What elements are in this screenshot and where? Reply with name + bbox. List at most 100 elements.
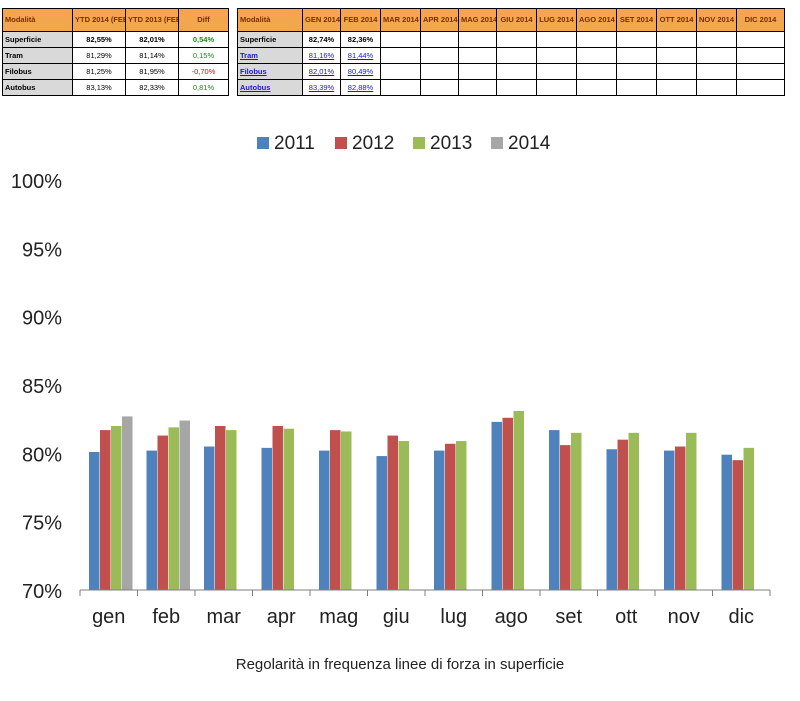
x-tick-label: nov	[668, 606, 700, 628]
empty-cell	[616, 31, 657, 48]
empty-cell	[736, 79, 785, 96]
bar-2013-apr	[283, 428, 294, 590]
chart-legend: 2011 2012 2013 2014	[257, 133, 551, 154]
empty-cell	[576, 47, 617, 64]
empty-cell	[496, 47, 537, 64]
y-tick-label: 70%	[22, 581, 62, 603]
empty-cell	[656, 63, 697, 80]
mode-link[interactable]: Tram	[237, 47, 303, 64]
header-cell: LUG 2014	[536, 8, 577, 32]
value-cell: 81,14%	[125, 47, 179, 64]
empty-cell	[616, 79, 657, 96]
x-tick-label: giu	[383, 606, 410, 628]
bar-2011-ago	[491, 421, 502, 590]
empty-cell	[496, 79, 537, 96]
monthly-table: Modalità GEN 2014 FEB 2014 MAR 2014 APR …	[237, 8, 785, 96]
value-link[interactable]: 81,16%	[302, 47, 341, 64]
x-tick-label: ago	[495, 606, 528, 628]
bar-2012-ago	[502, 417, 513, 590]
legend-swatch-2011	[257, 137, 269, 149]
value-link[interactable]: 80,49%	[340, 63, 381, 80]
empty-cell	[536, 47, 577, 64]
value-link[interactable]: 82,01%	[302, 63, 341, 80]
empty-cell	[420, 79, 459, 96]
bar-2011-dic	[721, 454, 732, 590]
value-cell: 81,95%	[125, 63, 179, 80]
y-tick-label: 75%	[22, 513, 62, 535]
header-cell: YTD 2013 (FEB)	[125, 8, 179, 32]
value-cell: 82,74%	[302, 31, 341, 48]
empty-cell	[736, 47, 785, 64]
bar-2011-set	[549, 430, 560, 590]
value-cell: 82,36%	[340, 31, 381, 48]
bar-2011-nov	[664, 450, 675, 590]
bar-2013-dic	[743, 447, 754, 590]
header-cell: AGO 2014	[576, 8, 617, 32]
x-tick-label: mag	[319, 606, 358, 628]
mode-link[interactable]: Filobus	[237, 63, 303, 80]
bar-2014-feb	[179, 420, 190, 590]
bar-2013-giu	[398, 441, 409, 590]
bar-2013-nov	[686, 432, 697, 590]
mode-cell: Filobus	[2, 63, 73, 80]
empty-cell	[616, 63, 657, 80]
empty-cell	[536, 79, 577, 96]
header-cell: Modalità	[237, 8, 303, 32]
legend-swatch-2013	[413, 137, 425, 149]
table-row: Autobus 83,13% 82,33% 0,81%	[2, 79, 229, 96]
mode-cell: Autobus	[2, 79, 73, 96]
empty-cell	[656, 31, 697, 48]
chart-caption: Regolarità in frequenza linee di forza i…	[235, 656, 565, 673]
empty-cell	[696, 79, 737, 96]
empty-cell	[656, 47, 697, 64]
mode-cell: Superficie	[237, 31, 303, 48]
empty-cell	[656, 79, 697, 96]
empty-cell	[616, 47, 657, 64]
table-row: Tram 81,29% 81,14% 0,15%	[2, 47, 229, 64]
empty-cell	[458, 79, 497, 96]
diff-cell: 0,15%	[178, 47, 229, 64]
mode-link[interactable]: Autobus	[237, 79, 303, 96]
x-tick-label: gen	[92, 606, 125, 628]
x-tick-label: feb	[152, 606, 180, 628]
empty-cell	[458, 63, 497, 80]
table-row: Autobus 83,39% 82,88%	[237, 79, 785, 96]
x-tick-label: lug	[440, 606, 467, 628]
empty-cell	[380, 31, 421, 48]
value-link[interactable]: 83,39%	[302, 79, 341, 96]
empty-cell	[696, 31, 737, 48]
legend-swatch-2012	[335, 137, 347, 149]
value-link[interactable]: 82,88%	[340, 79, 381, 96]
legend-label-2011: 2011	[274, 133, 315, 154]
bar-2012-mag	[330, 430, 341, 590]
empty-cell	[380, 79, 421, 96]
empty-cell	[380, 63, 421, 80]
diff-cell: -0,70%	[178, 63, 229, 80]
bar-chart: 2011 2012 2013 2014 70%75%80%85%90%95%100% …	[11, 133, 771, 628]
x-tick-label: apr	[267, 606, 296, 628]
bar-2011-mar	[204, 446, 215, 590]
header-cell: OTT 2014	[656, 8, 697, 32]
bar-2013-lug	[456, 441, 467, 590]
header-cell: Diff	[178, 8, 229, 32]
header-cell: GIU 2014	[496, 8, 537, 32]
empty-cell	[420, 63, 459, 80]
value-link[interactable]: 81,44%	[340, 47, 381, 64]
empty-cell	[420, 47, 459, 64]
empty-cell	[496, 63, 537, 80]
header-cell: GEN 2014	[302, 8, 341, 32]
y-axis: 70% 75% 80% 85% 90% 95% 100%	[11, 171, 62, 603]
header-cell: Modalità	[2, 8, 73, 32]
summary-table: Modalità YTD 2014 (FEB) YTD 2013 (FEB) D…	[2, 8, 229, 96]
table-row: Tram 81,16% 81,44%	[237, 47, 785, 64]
value-cell: 82,01%	[125, 31, 179, 48]
bar-2012-dic	[732, 460, 743, 590]
y-tick-label: 90%	[22, 308, 62, 330]
bar-2012-mar	[215, 426, 226, 590]
empty-cell	[496, 31, 537, 48]
header-cell: DIC 2014	[736, 8, 785, 32]
empty-cell	[696, 47, 737, 64]
value-cell: 81,25%	[72, 63, 126, 80]
header-cell: MAG 2014	[458, 8, 497, 32]
bar-2013-gen	[111, 426, 122, 590]
